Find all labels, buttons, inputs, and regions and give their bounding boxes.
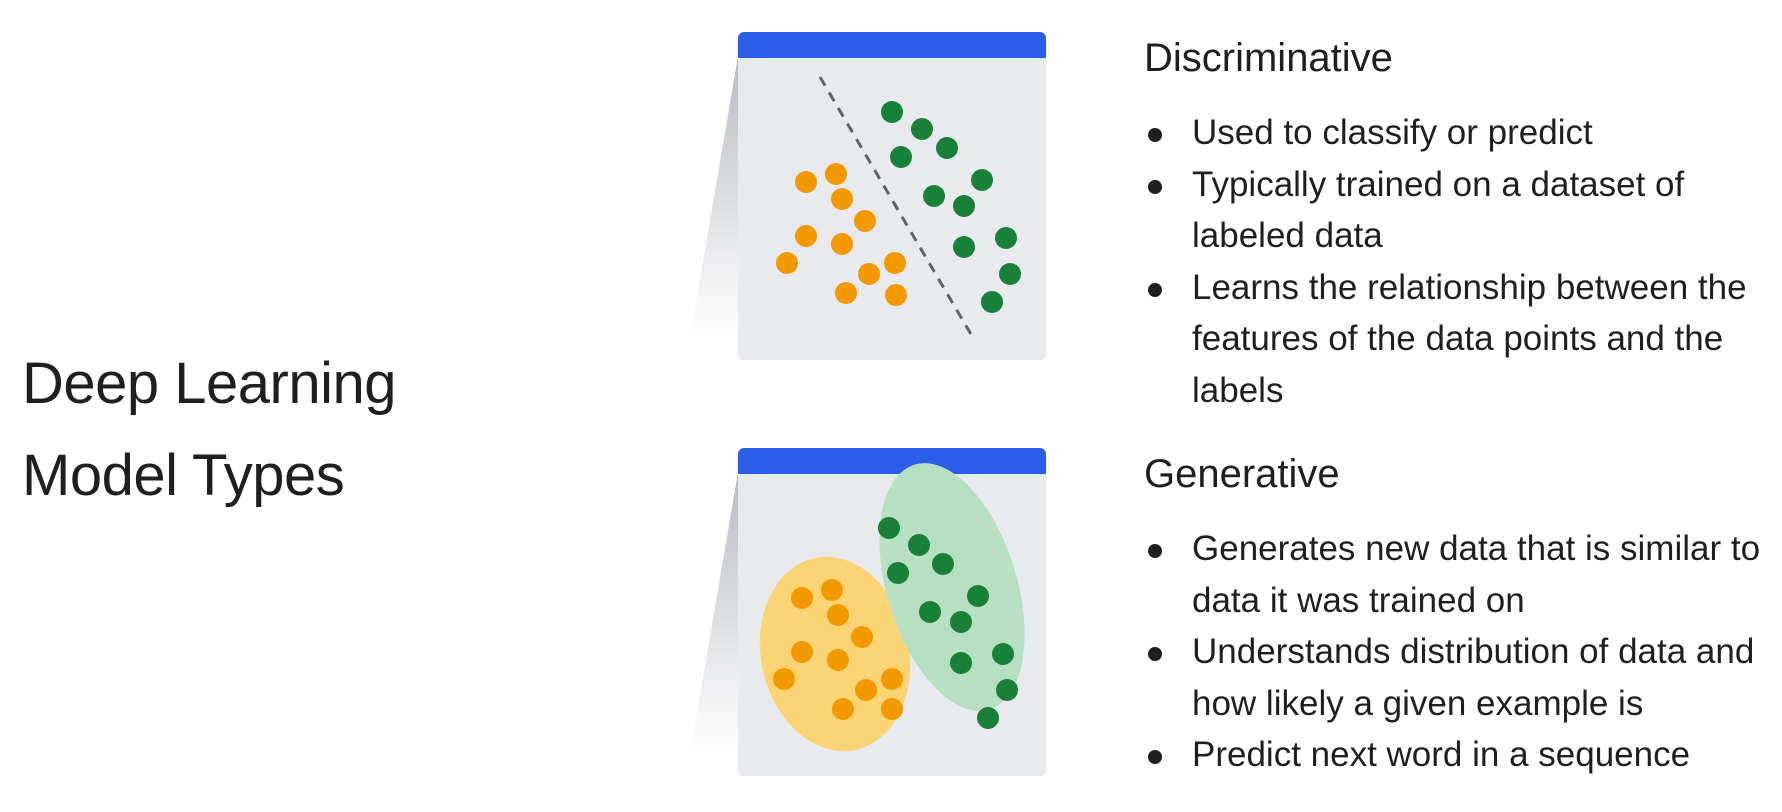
data-point [821, 579, 843, 601]
data-point [884, 252, 906, 274]
data-point [831, 233, 853, 255]
data-point [890, 146, 912, 168]
list-item: Predict next word in a sequence [1144, 729, 1774, 781]
data-point [827, 649, 849, 671]
data-point [881, 668, 903, 690]
bullet-text: Understands distribution of data and how… [1192, 632, 1755, 723]
slide-title-line-1: Deep Learning [22, 351, 397, 416]
generative-illustration [690, 448, 1046, 776]
bullet-dot-icon [1148, 544, 1162, 558]
data-point [831, 188, 853, 210]
data-point [885, 284, 907, 306]
data-point [953, 236, 975, 258]
data-point [911, 118, 933, 140]
bullet-dot-icon [1148, 179, 1162, 194]
data-point [919, 601, 941, 623]
data-point [832, 698, 854, 720]
data-point [795, 171, 817, 193]
data-point [791, 641, 813, 663]
card-side-shadow [690, 56, 738, 338]
data-point [827, 604, 849, 626]
bullet-text: Predict next word in a sequence [1192, 735, 1691, 774]
data-point [795, 225, 817, 247]
bullet-text: Used to classify or predict [1192, 113, 1593, 152]
data-point [971, 169, 993, 191]
bullet-dot-icon [1148, 282, 1162, 297]
bullet-text: Generates new data that is similar to da… [1192, 529, 1761, 620]
bullet-dot-icon [1148, 647, 1162, 661]
list-item: Understands distribution of data and how… [1144, 626, 1774, 729]
data-point [887, 562, 909, 584]
card-side-shadow [690, 472, 738, 754]
data-point [950, 611, 972, 633]
list-item: Used to classify or predict [1144, 107, 1774, 159]
data-point [773, 668, 795, 690]
class-b-points [878, 517, 1018, 729]
class-b-region [879, 463, 1025, 711]
slide-title: Deep Learning Model Types [22, 338, 397, 522]
discriminative-bullet-list: Used to classify or predict Typically tr… [1144, 107, 1774, 416]
data-point [996, 679, 1018, 701]
list-item: Generates new data that is similar to da… [1144, 523, 1774, 626]
data-point [851, 626, 873, 648]
data-point [999, 263, 1021, 285]
data-point [981, 291, 1003, 313]
data-point [825, 163, 847, 185]
data-point [854, 210, 876, 232]
data-point [908, 534, 930, 556]
discriminative-illustration [690, 32, 1046, 360]
data-point [881, 698, 903, 720]
data-point [977, 707, 999, 729]
class-a-points [773, 579, 903, 720]
list-item: Typically trained on a dataset of labele… [1144, 159, 1774, 262]
data-point [953, 195, 975, 217]
class-b-points [881, 101, 1021, 313]
card-header-bar [738, 448, 1046, 474]
data-point [967, 585, 989, 607]
data-point [776, 252, 798, 274]
data-point [992, 643, 1014, 665]
bullet-dot-icon [1148, 750, 1162, 764]
data-point [858, 263, 880, 285]
class-a-points [776, 163, 907, 306]
bullet-text: Typically trained on a dataset of labele… [1192, 164, 1685, 256]
data-point [932, 553, 954, 575]
data-point [950, 652, 972, 674]
data-point [995, 227, 1017, 249]
bullet-dot-icon [1148, 128, 1162, 142]
generative-bullet-list: Generates new data that is similar to da… [1144, 523, 1774, 781]
data-point [791, 587, 813, 609]
generative-heading: Generative [1144, 452, 1340, 496]
card-background [738, 32, 1046, 360]
list-item: Learns the relationship between the feat… [1144, 262, 1774, 417]
data-point [923, 185, 945, 207]
data-point [881, 101, 903, 123]
discriminative-heading: Discriminative [1144, 36, 1393, 80]
decision-boundary [818, 76, 974, 337]
data-point [855, 679, 877, 701]
data-point [878, 517, 900, 539]
data-point [936, 137, 958, 159]
slide-title-line-2: Model Types [22, 443, 345, 508]
data-point [835, 282, 857, 304]
bullet-text: Learns the relationship between the feat… [1192, 267, 1747, 410]
card-header-bar [738, 32, 1046, 58]
